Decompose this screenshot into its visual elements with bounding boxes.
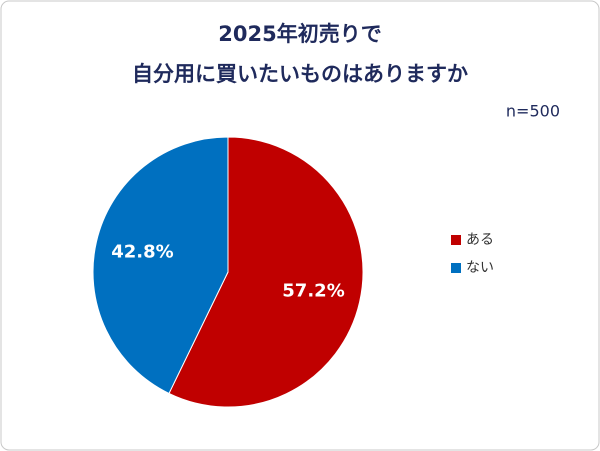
legend-swatch: [451, 235, 461, 245]
chart-subtitle: n=500: [506, 102, 560, 121]
legend-label: ある: [466, 232, 494, 248]
data-label: 42.8%: [111, 241, 173, 262]
chart-title: 2025年初売りで: [218, 22, 381, 46]
pie-slice: [92, 136, 229, 395]
pie-slice: [168, 136, 364, 408]
legend-swatch: [451, 263, 461, 273]
chart-title: 自分用に買いたいものはありますか: [132, 62, 468, 86]
legend-label: ない: [466, 260, 494, 276]
data-label: 57.2%: [282, 281, 344, 302]
